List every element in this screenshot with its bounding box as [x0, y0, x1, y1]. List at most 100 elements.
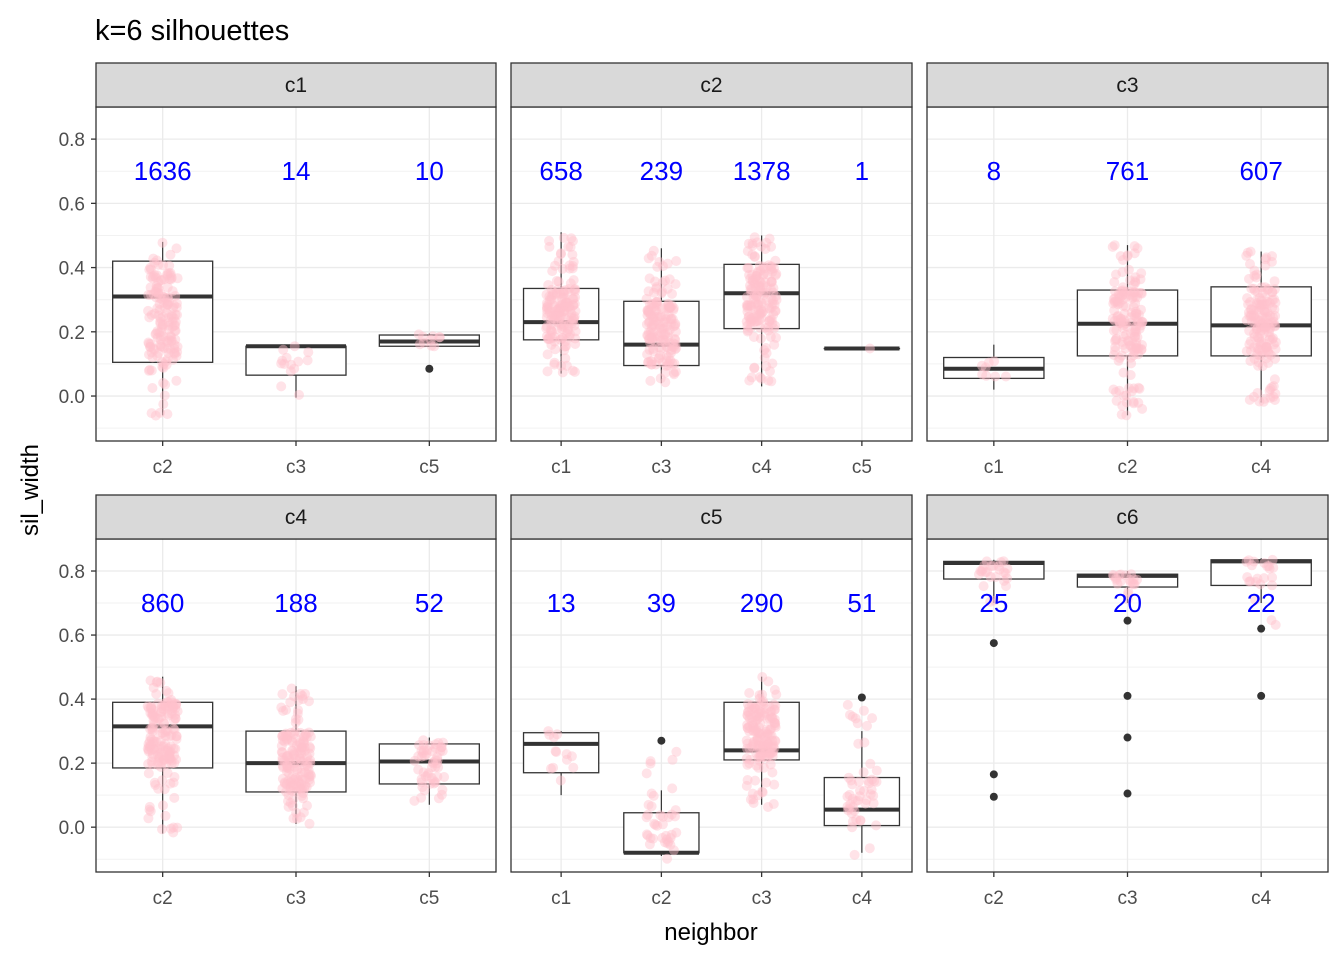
- jitter-point: [169, 778, 179, 788]
- jitter-point: [648, 344, 658, 354]
- jitter-point: [1117, 410, 1127, 420]
- jitter-point: [144, 350, 154, 360]
- count-label-c4-c2: 860: [141, 588, 184, 618]
- jitter-point: [156, 331, 166, 341]
- jitter-point: [147, 722, 157, 732]
- jitter-point: [668, 755, 678, 765]
- jitter-point: [145, 365, 155, 375]
- jitter-point: [289, 813, 299, 823]
- y-tick-label: 0.2: [59, 323, 85, 344]
- x-tick-label: c3: [752, 888, 772, 909]
- jitter-point: [437, 742, 447, 752]
- jitter-point: [1121, 570, 1131, 580]
- jitter-point: [1117, 401, 1127, 411]
- jitter-point: [297, 757, 307, 767]
- jitter-point: [847, 822, 857, 832]
- jitter-point: [760, 244, 770, 254]
- jitter-point: [277, 741, 287, 751]
- count-label-c6-c3: 20: [1113, 588, 1142, 618]
- outlier-point: [1124, 790, 1132, 798]
- jitter-point: [663, 259, 673, 269]
- jitter-point: [158, 238, 168, 248]
- jitter-point: [288, 746, 298, 756]
- outlier-point: [1257, 625, 1265, 633]
- jitter-point: [762, 269, 772, 279]
- jitter-point: [558, 367, 568, 377]
- jitter-point: [761, 747, 771, 757]
- jitter-point: [1246, 247, 1256, 257]
- jitter-point: [161, 811, 171, 821]
- jitter-point: [282, 353, 292, 363]
- jitter-point: [990, 372, 1000, 382]
- jitter-point: [559, 233, 569, 243]
- jitter-point: [859, 767, 869, 777]
- jitter-point: [1108, 242, 1118, 252]
- jitter-point: [147, 759, 157, 769]
- jitter-point: [865, 344, 875, 354]
- jitter-point: [746, 710, 756, 720]
- jitter-point: [304, 728, 314, 738]
- jitter-point: [743, 307, 753, 317]
- x-tick-label: c1: [551, 457, 571, 478]
- jitter-point: [1001, 372, 1011, 382]
- jitter-point: [1263, 284, 1273, 294]
- count-label-c3-c2: 761: [1106, 156, 1149, 186]
- jitter-point: [671, 327, 681, 337]
- jitter-point: [763, 376, 773, 386]
- jitter-point: [547, 266, 557, 276]
- x-tick-label: c2: [1117, 457, 1137, 478]
- jitter-point: [1116, 251, 1126, 261]
- count-label-c2-c1: 658: [539, 156, 582, 186]
- x-tick-label: c2: [984, 888, 1004, 909]
- outlier-point: [990, 639, 998, 647]
- jitter-point: [755, 690, 765, 700]
- jitter-point: [285, 697, 295, 707]
- jitter-point: [649, 246, 659, 256]
- jitter-point: [550, 332, 560, 342]
- jitter-point: [854, 777, 864, 787]
- outlier-point: [990, 770, 998, 778]
- jitter-point: [1130, 345, 1140, 355]
- jitter-point: [755, 261, 765, 271]
- jitter-point: [158, 363, 168, 373]
- jitter-point: [750, 776, 760, 786]
- outlier-point: [657, 737, 665, 745]
- jitter-point: [755, 756, 765, 766]
- jitter-point: [665, 303, 675, 313]
- jitter-point: [746, 284, 756, 294]
- jitter-point: [671, 367, 681, 377]
- y-axis-title: sil_width: [17, 444, 44, 536]
- jitter-point: [650, 312, 660, 322]
- jitter-point: [435, 332, 445, 342]
- jitter-point: [850, 850, 860, 860]
- jitter-point: [276, 381, 286, 391]
- jitter-point: [750, 232, 760, 242]
- jitter-point: [653, 331, 663, 341]
- jitter-point: [853, 739, 863, 749]
- x-axis-title: neighbor: [664, 919, 757, 946]
- jitter-point: [1137, 289, 1147, 299]
- outlier-point: [990, 793, 998, 801]
- jitter-point: [545, 307, 555, 317]
- x-tick-label: c1: [551, 888, 571, 909]
- jitter-point: [652, 262, 662, 272]
- jitter-point: [671, 256, 681, 266]
- jitter-point: [300, 689, 310, 699]
- jitter-point: [657, 833, 667, 843]
- jitter-point: [277, 689, 287, 699]
- jitter-point: [669, 845, 679, 855]
- jitter-point: [1137, 404, 1147, 414]
- jitter-point: [151, 411, 161, 421]
- outlier-point: [1124, 734, 1132, 742]
- jitter-point: [768, 310, 778, 320]
- x-tick-label: c4: [1251, 457, 1272, 478]
- jitter-point: [765, 366, 775, 376]
- jitter-point: [160, 391, 170, 401]
- jitter-point: [988, 561, 998, 571]
- jitter-point: [155, 319, 165, 329]
- jitter-point: [294, 390, 304, 400]
- jitter-point: [756, 298, 766, 308]
- jitter-point: [769, 340, 779, 350]
- x-tick-label: c3: [286, 888, 306, 909]
- count-label-c2-c3: 239: [640, 156, 683, 186]
